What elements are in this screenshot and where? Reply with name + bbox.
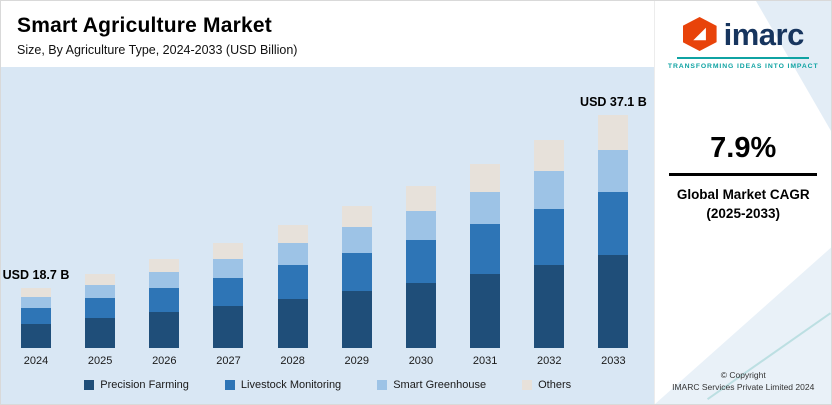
x-tick-2025: 2025 [87,355,113,367]
segment-precision-farming [21,323,51,348]
page-title: Smart Agriculture Market [17,14,272,37]
x-tick-2024: 2024 [23,355,49,367]
segment-others [598,114,629,151]
x-tick-2031: 2031 [472,355,498,367]
chart-panel: Smart Agriculture Market Size, By Agricu… [1,1,655,404]
bar-2026 [149,258,180,348]
segment-smart-greenhouse [277,242,308,266]
value-label: USD 37.1 B [580,94,647,109]
segment-livestock-monitoring [534,208,565,265]
value-label: USD 18.7 B [2,267,70,282]
imarc-logo-icon [682,17,717,51]
stacked-bar-chart: USD 18.7 B USD 37.1 B 2024 2025 2026 2027 202… [1,67,655,404]
segment-others [534,140,565,172]
segment-smart-greenhouse [598,150,629,193]
brand-panel: imarc TRANSFORMING IDEAS INTO IMPACT 7.9… [654,1,831,404]
segment-precision-farming [85,318,116,348]
segment-others [341,206,372,228]
segment-precision-farming [405,283,436,348]
bar-2032 [534,140,565,348]
segment-precision-farming [213,305,244,348]
bar-2027 [213,242,244,348]
legend-label-smart-greenhouse: Smart Greenhouse [393,379,487,391]
segment-livestock-monitoring [341,252,372,291]
cagr-label-line1: Global Market CAGR [676,186,810,202]
segment-smart-greenhouse [21,296,51,308]
segment-others [85,273,116,285]
logo-text: imarc [723,16,805,52]
imarc-logo: imarc TRANSFORMING IDEAS INTO IMPACT [668,17,819,70]
x-tick-2030: 2030 [408,355,434,367]
legend-item-livestock-monitoring: Livestock Monitoring [224,379,342,391]
segment-smart-greenhouse [213,258,244,278]
copyright-line2: IMARC Services Private Limited 2024 [672,382,815,393]
legend-label-others: Others [538,379,572,391]
legend-swatch-livestock-monitoring [224,380,235,390]
segment-precision-farming [341,291,372,348]
x-tick-2028: 2028 [280,355,305,367]
brand-content: imarc TRANSFORMING IDEAS INTO IMPACT 7.9… [655,1,831,404]
legend-item-precision-farming: Precision Farming [84,379,189,391]
segment-livestock-monitoring [85,298,116,319]
legend-item-smart-greenhouse: Smart Greenhouse [377,379,486,391]
segment-precision-farming [534,264,565,348]
legend-label-livestock-monitoring: Livestock Monitoring [240,379,342,391]
plot-area: USD 18.7 B USD 37.1 B [1,95,654,348]
segment-others [470,163,501,192]
legend-label-precision-farming: Precision Farming [100,379,189,391]
bar-2024: USD 18.7 B [3,268,69,348]
segment-precision-farming [149,312,180,348]
legend: Precision Farming Livestock Monitoring Sma… [1,367,654,404]
copyright: © Copyright IMARC Services Private Limit… [655,369,831,395]
x-tick-2027: 2027 [216,355,241,367]
x-tick-2029: 2029 [344,355,370,367]
copyright-line1: © Copyright [720,369,766,380]
legend-swatch-smart-greenhouse [377,380,388,390]
segment-smart-greenhouse [85,284,116,299]
segment-precision-farming [277,298,308,348]
legend-item-others: Others [522,379,571,391]
segment-smart-greenhouse [534,171,565,209]
x-tick-2032: 2032 [537,355,562,367]
bar-2029 [341,206,372,348]
segment-smart-greenhouse [341,227,372,253]
chart-header: Smart Agriculture Market Size, By Agricu… [1,1,655,67]
cagr-divider [669,173,818,176]
page-subtitle: Size, By Agriculture Type, 2024-2033 (US… [17,43,298,57]
segment-livestock-monitoring [470,224,501,275]
cagr-label-line2: (2025-2033) [706,206,780,222]
tagline-divider [677,57,810,59]
segment-livestock-monitoring [149,288,180,313]
segment-others [21,287,51,297]
bar-2033: USD 37.1 B [580,95,647,348]
segment-precision-farming [598,255,629,348]
segment-livestock-monitoring [598,192,629,255]
cagr-value: 7.9% [710,132,777,164]
segment-livestock-monitoring [21,307,51,324]
logo-row: imarc [668,17,819,51]
segment-others [213,242,244,259]
segment-smart-greenhouse [405,210,436,240]
legend-swatch-precision-farming [84,380,95,390]
segment-livestock-monitoring [277,265,308,299]
segment-smart-greenhouse [470,191,501,225]
legend-swatch-others [522,380,533,390]
bar-2030 [405,186,436,348]
segment-others [405,186,436,211]
x-tick-2026: 2026 [152,355,177,367]
x-axis: 2024 2025 2026 2027 2028 2029 2030 2031 2032 2033 [1,355,654,367]
cagr-block: 7.9% Global Market CAGR (2025-2033) [669,132,818,224]
x-tick-2033: 2033 [601,355,626,367]
segment-smart-greenhouse [149,272,180,289]
bar-2031 [470,163,501,348]
segment-others [149,258,180,273]
bar-2028 [277,224,308,348]
segment-livestock-monitoring [405,239,436,284]
segment-precision-farming [470,274,501,348]
segment-livestock-monitoring [213,277,244,306]
segment-others [277,224,308,243]
logo-tagline: TRANSFORMING IDEAS INTO IMPACT [667,63,819,70]
bar-2025 [85,273,116,348]
